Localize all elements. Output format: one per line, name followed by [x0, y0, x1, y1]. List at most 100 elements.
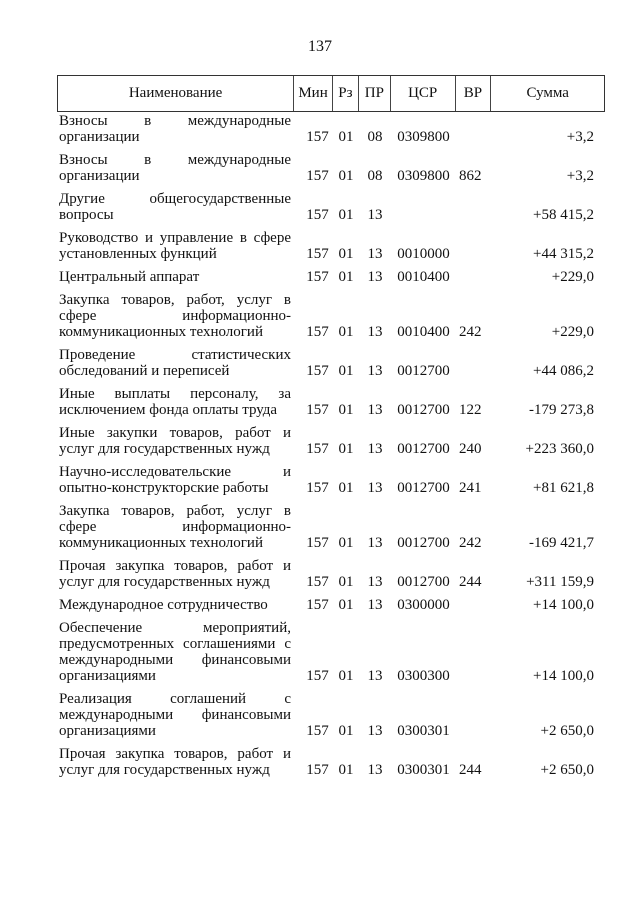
cell-csr: 0010000 — [397, 246, 450, 262]
cell-csr: 0300301 — [397, 723, 450, 739]
table-row: Международное сотрудничество 157 01 13 03000… — [57, 597, 605, 613]
cell-sum: +14 100,0 — [533, 668, 594, 684]
cell-csr: 0012700 — [397, 363, 450, 379]
cell-min: 157 — [306, 597, 329, 613]
cell-vr: 244 — [459, 574, 482, 590]
cell-min: 157 — [306, 441, 329, 457]
header-min: Мин — [294, 76, 333, 111]
cell-name: Закупка товаров, работ, услуг в сфере ин… — [59, 292, 291, 340]
cell-pr: 13 — [367, 597, 383, 613]
cell-vr: 244 — [459, 762, 482, 778]
cell-name: Проведение статистических обследований и… — [59, 347, 291, 379]
cell-sum: +3,2 — [566, 129, 594, 145]
cell-sum: +229,0 — [551, 324, 594, 340]
cell-csr: 0012700 — [397, 441, 450, 457]
table-row: Руководство и управление в сфере установ… — [57, 230, 605, 262]
cell-pr: 13 — [367, 246, 383, 262]
cell-sum: +58 415,2 — [533, 207, 594, 223]
cell-rz: 01 — [338, 668, 354, 684]
table-row: Закупка товаров, работ, услуг в сфере ин… — [57, 292, 605, 340]
table-row: Взносы в международные организации 157 01 0… — [57, 152, 605, 184]
cell-min: 157 — [306, 480, 329, 496]
table-row: Научно-исследовательские и опытно-констр… — [57, 464, 605, 496]
cell-pr: 13 — [367, 402, 383, 418]
cell-rz: 01 — [338, 480, 354, 496]
cell-csr: 0012700 — [397, 480, 450, 496]
table-row: Прочая закупка товаров, работ и услуг дл… — [57, 746, 605, 778]
cell-vr: 242 — [459, 324, 482, 340]
cell-pr: 13 — [367, 723, 383, 739]
cell-rz: 01 — [338, 402, 354, 418]
cell-pr: 13 — [367, 269, 383, 285]
cell-pr: 13 — [367, 441, 383, 457]
cell-pr: 13 — [367, 668, 383, 684]
cell-vr: 241 — [459, 480, 482, 496]
cell-name: Закупка товаров, работ, услуг в сфере ин… — [59, 503, 291, 551]
cell-csr: 0012700 — [397, 402, 450, 418]
cell-min: 157 — [306, 246, 329, 262]
header-rz: Рз — [333, 76, 359, 111]
cell-csr: 0012700 — [397, 535, 450, 551]
cell-name: Центральный аппарат — [59, 269, 200, 285]
cell-pr: 08 — [367, 168, 383, 184]
table-row: Реализация соглашений с международными ф… — [57, 691, 605, 739]
cell-name: Прочая закупка товаров, работ и услуг дл… — [59, 558, 291, 590]
cell-name: Международное сотрудничество — [59, 597, 268, 613]
header-sum: Сумма — [526, 85, 569, 101]
cell-csr: 0010400 — [397, 269, 450, 285]
cell-rz: 01 — [338, 269, 354, 285]
cell-name: Взносы в международные организации — [59, 152, 291, 184]
cell-csr: 0012700 — [397, 574, 450, 590]
cell-pr: 13 — [367, 574, 383, 590]
cell-name: Научно-исследовательские и опытно-констр… — [59, 464, 291, 496]
table-row: Обеспечение мероприятий, предусмотренных… — [57, 620, 605, 684]
cell-rz: 01 — [338, 324, 354, 340]
table-row: Проведение статистических обследований и… — [57, 347, 605, 379]
cell-pr: 13 — [367, 535, 383, 551]
cell-min: 157 — [306, 324, 329, 340]
cell-rz: 01 — [338, 168, 354, 184]
cell-pr: 13 — [367, 762, 383, 778]
cell-name: Руководство и управление в сфере установ… — [59, 230, 291, 262]
cell-rz: 01 — [338, 246, 354, 262]
table-row: Иные закупки товаров, работ и услуг для … — [57, 425, 605, 457]
header-pr: ПР — [359, 76, 391, 111]
cell-sum: +229,0 — [551, 269, 594, 285]
cell-min: 157 — [306, 535, 329, 551]
cell-min: 157 — [306, 668, 329, 684]
cell-min: 157 — [306, 574, 329, 590]
header-csr: ЦСР — [391, 76, 456, 111]
cell-rz: 01 — [338, 574, 354, 590]
cell-rz: 01 — [338, 441, 354, 457]
cell-vr: 240 — [459, 441, 482, 457]
cell-sum: +14 100,0 — [533, 597, 594, 613]
cell-rz: 01 — [338, 535, 354, 551]
cell-rz: 01 — [338, 597, 354, 613]
cell-sum: -179 273,8 — [529, 402, 594, 418]
cell-name: Обеспечение мероприятий, предусмотренных… — [59, 620, 291, 684]
cell-sum: +44 086,2 — [533, 363, 594, 379]
cell-min: 157 — [306, 168, 329, 184]
cell-name: Другие общегосударственные вопросы — [59, 191, 291, 223]
cell-sum: +223 360,0 — [525, 441, 594, 457]
cell-min: 157 — [306, 402, 329, 418]
cell-sum: -169 421,7 — [529, 535, 594, 551]
table-row: Прочая закупка товаров, работ и услуг дл… — [57, 558, 605, 590]
cell-sum: +311 159,9 — [526, 574, 594, 590]
cell-rz: 01 — [338, 723, 354, 739]
cell-csr: 0010400 — [397, 324, 450, 340]
cell-vr: 242 — [459, 535, 482, 551]
table-row: Закупка товаров, работ, услуг в сфере ин… — [57, 503, 605, 551]
table-row: Другие общегосударственные вопросы 157 01 1… — [57, 191, 605, 223]
cell-min: 157 — [306, 762, 329, 778]
table-row: Центральный аппарат 157 01 13 0010400 +229,0 — [57, 269, 605, 285]
cell-name: Иные выплаты персоналу, за исключением ф… — [59, 386, 291, 418]
cell-name: Прочая закупка товаров, работ и услуг дл… — [59, 746, 291, 778]
cell-pr: 13 — [367, 324, 383, 340]
cell-pr: 08 — [367, 129, 383, 145]
cell-vr: 862 — [459, 168, 482, 184]
cell-sum: +44 315,2 — [533, 246, 594, 262]
cell-csr: 0300300 — [397, 668, 450, 684]
cell-pr: 13 — [367, 363, 383, 379]
cell-min: 157 — [306, 207, 329, 223]
